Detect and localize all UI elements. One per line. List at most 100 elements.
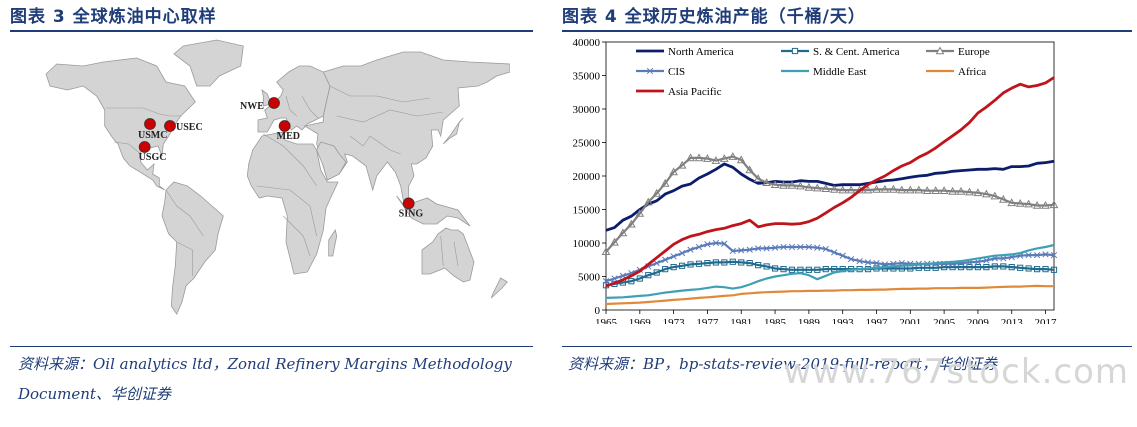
data-point [765,291,767,293]
landmass-africa [246,131,339,275]
data-point [892,265,894,267]
data-point [909,288,911,290]
data-point [983,264,990,271]
legend-label: Middle East [813,66,866,78]
data-point [918,263,920,265]
data-point [732,166,734,168]
data-point [814,266,821,273]
data-point [841,289,843,291]
landmass-north-america [45,57,196,191]
data-point [748,283,750,285]
data-point [723,227,725,229]
data-point [934,262,936,264]
data-point [704,260,711,267]
data-point [678,249,686,257]
x-tick-label: 1965 [595,317,618,324]
data-point [838,185,848,194]
data-point [647,263,649,265]
data-point [796,181,805,190]
legend-item-cis: CIS [636,66,685,78]
data-point [909,264,911,266]
x-tick-label: 1977 [696,317,719,324]
x-tick-label: 2005 [933,317,956,324]
data-point [822,266,829,273]
country-border [329,85,431,103]
data-point [1053,244,1055,246]
data-point [647,301,649,303]
series-line-africa [605,284,1054,306]
data-point [757,182,759,184]
figure-4: 图表 4 全球历史炼油产能（千桶/天） 0 5000 10000 15000 20000… [562,0,1132,427]
data-point [991,263,998,270]
data-point [689,183,691,185]
data-point [816,217,818,219]
legend-label: S. & Cent. America [813,46,900,58]
data-point [985,286,987,288]
data-point [804,182,814,191]
x-tick-label: 1989 [798,317,821,324]
data-point [774,275,776,277]
data-point [1000,263,1007,270]
data-point [788,243,796,251]
series-line-cis [605,241,1055,283]
data-point [664,291,666,293]
data-point [956,186,966,195]
data-point [652,188,662,197]
data-point [998,194,1008,203]
data-point [677,160,687,169]
data-point [833,289,835,291]
data-point [994,255,996,257]
data-point [622,302,624,304]
data-point [728,152,738,160]
data-point [715,285,717,287]
data-point [687,246,694,253]
data-point [977,257,979,259]
data-point [799,272,801,274]
data-point [1019,252,1021,254]
data-point [1011,165,1013,167]
landmass-australia [421,227,475,283]
data-point [715,295,717,297]
data-point [689,297,691,299]
data-point [755,245,762,252]
data-point [872,184,881,193]
data-point [1036,162,1038,164]
data-point [1049,200,1059,209]
data-point [689,289,691,291]
data-point [1050,266,1058,273]
figure-3-title: 图表 3 全球炼油中心取样 [10,7,217,27]
data-point [695,243,703,251]
data-point [1019,165,1021,167]
data-point [948,186,957,195]
data-point [985,256,987,258]
data-point [630,275,632,277]
legend-item-north-america: North America [636,46,734,58]
series-line-middle-east [605,243,1055,299]
series-middle-east [605,243,1055,299]
data-point [610,237,619,246]
country-border [113,141,141,155]
data-point [738,247,745,254]
x-tick-label: 1973 [663,317,686,324]
hub-marker-med [278,120,291,132]
data-point [647,294,649,296]
world-map: NWE USEC USMC USGC MED SING [45,39,510,315]
data-point [1036,84,1038,86]
data-point [943,287,945,289]
landmass-asia [303,51,510,205]
legend-marker [935,46,945,55]
data-point [1019,83,1021,85]
data-point [892,288,894,290]
data-point [660,178,670,187]
data-point [686,153,695,162]
data-point [748,292,750,294]
data-point [706,296,708,298]
data-point [613,302,615,304]
data-point [983,257,990,264]
data-point [605,285,607,287]
data-point [1027,249,1029,251]
data-point [1025,265,1032,272]
x-tick-label: 1985 [764,317,787,324]
data-point [723,163,725,165]
data-point [757,226,759,228]
